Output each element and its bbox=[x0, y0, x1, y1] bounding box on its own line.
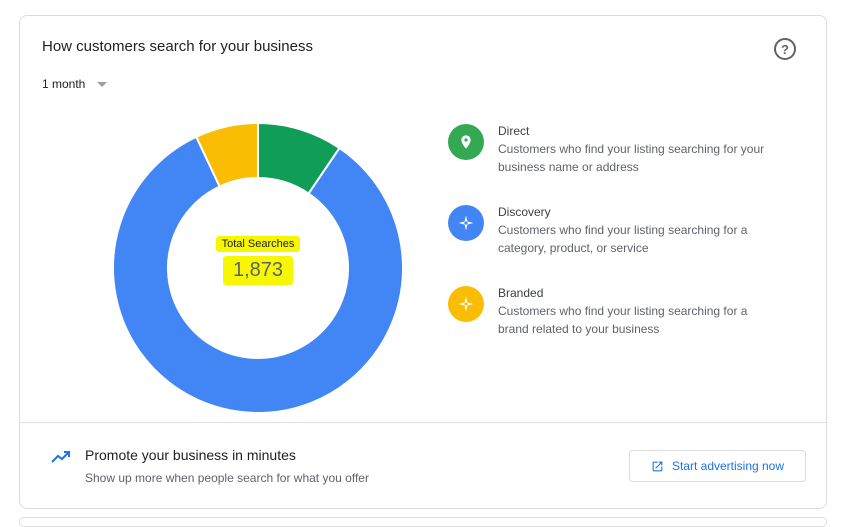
open-in-new-icon bbox=[652, 461, 663, 471]
legend-description: Customers who find your listing searchin… bbox=[498, 142, 765, 174]
period-dropdown[interactable]: 1 month bbox=[42, 77, 108, 91]
legend-description: Customers who find your listing searchin… bbox=[498, 304, 748, 336]
start-advertising-button[interactable]: Start advertising now bbox=[629, 450, 806, 482]
map-pin-icon bbox=[461, 135, 471, 149]
legend-description: Customers who find your listing searchin… bbox=[498, 223, 748, 255]
legend-item-discovery: Discovery Customers who find your listin… bbox=[448, 205, 778, 257]
legend-icon-direct bbox=[448, 124, 484, 160]
legend-item-branded: Branded Customers who find your listing … bbox=[448, 286, 778, 338]
donut-slice-discovery[interactable] bbox=[112, 135, 404, 414]
compass-icon bbox=[458, 296, 474, 312]
donut-slice-branded[interactable] bbox=[194, 122, 259, 188]
donut-chart: Total Searches 1,873 bbox=[112, 122, 404, 414]
promo-title: Promote your business in minutes bbox=[85, 447, 296, 463]
period-label: 1 month bbox=[42, 77, 86, 91]
legend-icon-discovery bbox=[448, 205, 484, 241]
start-advertising-label: Start advertising now bbox=[671, 459, 785, 473]
legend-item-direct: Direct Customers who find your listing s… bbox=[448, 124, 778, 176]
legend-name: Discovery bbox=[498, 205, 551, 219]
total-searches-label: Total Searches bbox=[215, 235, 301, 252]
legend-name: Direct bbox=[498, 124, 530, 138]
section-divider bbox=[20, 422, 826, 423]
legend-icon-branded bbox=[448, 286, 484, 322]
compass-icon bbox=[458, 215, 474, 231]
trending-up-icon bbox=[51, 451, 70, 463]
donut-center: Total Searches 1,873 bbox=[112, 122, 404, 414]
search-insights-card: How customers search for your business ?… bbox=[19, 15, 827, 509]
promo-subtitle: Show up more when people search for what… bbox=[85, 471, 369, 485]
next-card-edge bbox=[19, 517, 827, 527]
help-circle-icon[interactable]: ? bbox=[774, 38, 796, 60]
card-title: How customers search for your business bbox=[42, 38, 313, 55]
legend-name: Branded bbox=[498, 286, 544, 300]
donut-chart-svg bbox=[112, 122, 404, 414]
total-searches-value: 1,873 bbox=[222, 255, 294, 285]
chevron-down-icon bbox=[97, 81, 108, 87]
